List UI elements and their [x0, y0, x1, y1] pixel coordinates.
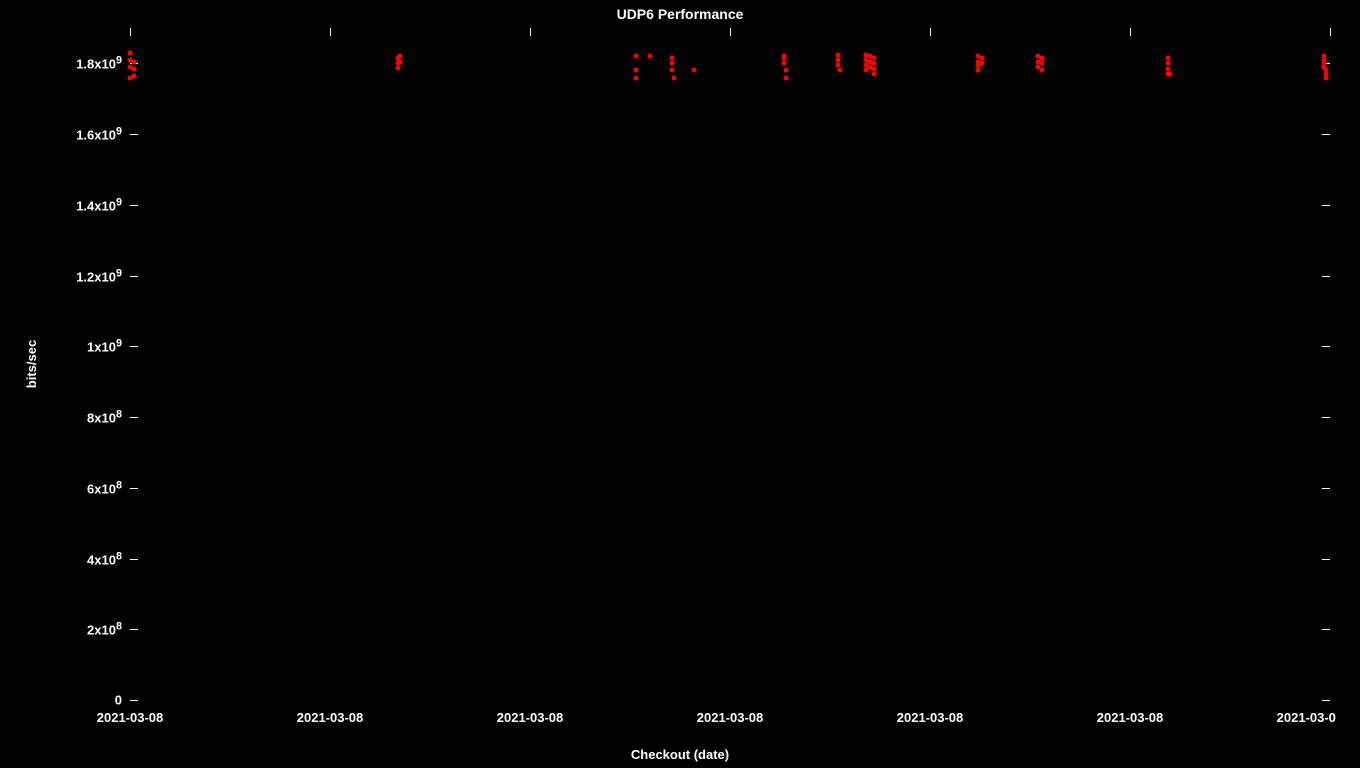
x-tick-label: 2021-03-08: [97, 700, 164, 725]
data-point: [836, 52, 841, 57]
y-tick-mark: [130, 276, 138, 277]
data-point: [872, 71, 877, 76]
data-point: [836, 57, 841, 62]
data-point: [634, 68, 639, 73]
x-tick-label: 2021-03-08: [297, 700, 364, 725]
data-point: [1166, 61, 1171, 66]
data-point: [634, 54, 639, 59]
x-tick-label: 2021-03-08: [897, 700, 964, 725]
data-point: [1040, 61, 1045, 66]
data-point: [132, 73, 137, 78]
x-tick-mark: [1130, 28, 1131, 36]
data-point: [836, 63, 841, 68]
data-point: [672, 75, 677, 80]
y-tick-label: 4x108: [87, 550, 130, 567]
data-point: [1166, 66, 1171, 71]
data-point: [132, 59, 137, 64]
y-tick-mark: [130, 417, 138, 418]
y-tick-mark: [1322, 205, 1330, 206]
y-tick-mark: [1322, 417, 1330, 418]
y-tick-label: 2x108: [87, 621, 130, 638]
y-tick-label: 1.8x109: [76, 55, 130, 72]
data-point: [872, 66, 877, 71]
data-point: [784, 75, 789, 80]
y-tick-label: 1x109: [87, 338, 130, 355]
y-tick-mark: [1322, 488, 1330, 489]
data-point: [128, 50, 133, 55]
data-point: [1324, 75, 1329, 80]
data-point: [634, 75, 639, 80]
x-tick-label: 2021-03-08: [1097, 700, 1164, 725]
data-point: [872, 56, 877, 61]
x-tick-mark: [330, 28, 331, 36]
y-tick-mark: [130, 134, 138, 135]
data-point: [784, 68, 789, 73]
data-point: [1040, 56, 1045, 61]
data-point: [1166, 56, 1171, 61]
data-point: [782, 56, 787, 61]
data-point: [396, 65, 401, 70]
data-point: [782, 61, 787, 66]
data-point: [976, 68, 981, 73]
data-point: [1168, 71, 1173, 76]
y-tick-mark: [130, 346, 138, 347]
data-point: [670, 68, 675, 73]
data-point: [872, 61, 877, 66]
y-tick-mark: [1322, 559, 1330, 560]
y-tick-label: 8x108: [87, 408, 130, 425]
y-tick-label: 1.2x109: [76, 267, 130, 284]
data-point: [398, 59, 403, 64]
plot-area: 02x1084x1086x1088x1081x1091.2x1091.4x109…: [130, 28, 1330, 700]
y-tick-mark: [1322, 134, 1330, 135]
y-tick-mark: [130, 205, 138, 206]
y-tick-mark: [1322, 276, 1330, 277]
data-point: [692, 68, 697, 73]
y-tick-label: 1.4x109: [76, 196, 130, 213]
data-point: [838, 68, 843, 73]
x-tick-mark: [130, 28, 131, 36]
udp6-performance-chart: UDP6 Performance bits/sec Checkout (date…: [0, 0, 1360, 768]
y-axis-label: bits/sec: [24, 340, 39, 388]
x-tick-mark: [1330, 28, 1331, 36]
x-tick-label: 2021-03-08: [697, 700, 764, 725]
data-point: [980, 61, 985, 66]
data-point: [648, 54, 653, 59]
data-point: [398, 54, 403, 59]
data-point: [1040, 68, 1045, 73]
data-point: [980, 56, 985, 61]
x-tick-label: 2021-03-0: [1277, 700, 1336, 725]
y-tick-mark: [130, 559, 138, 560]
data-point: [670, 61, 675, 66]
x-tick-mark: [530, 28, 531, 36]
x-tick-mark: [930, 28, 931, 36]
x-tick-mark: [730, 28, 731, 36]
y-tick-mark: [1322, 629, 1330, 630]
y-tick-label: 1.6x109: [76, 125, 130, 142]
y-tick-label: 6x108: [87, 479, 130, 496]
x-axis-label: Checkout (date): [631, 747, 729, 762]
x-tick-label: 2021-03-08: [497, 700, 564, 725]
y-tick-mark: [1322, 346, 1330, 347]
chart-title: UDP6 Performance: [617, 6, 744, 22]
data-point: [132, 66, 137, 71]
y-tick-mark: [130, 629, 138, 630]
y-tick-mark: [130, 488, 138, 489]
data-point: [670, 56, 675, 61]
